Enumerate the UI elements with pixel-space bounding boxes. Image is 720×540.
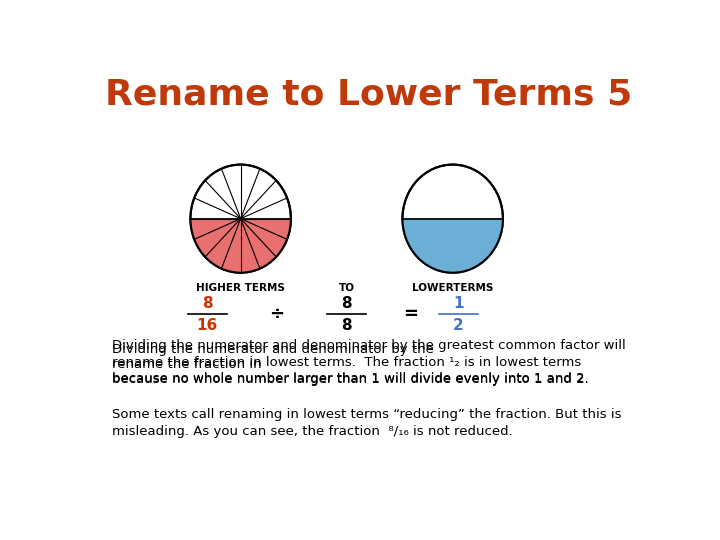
Text: 8: 8 [341,319,352,333]
Text: =: = [403,305,418,323]
Ellipse shape [402,165,503,273]
Text: rename the fraction in: rename the fraction in [112,358,266,371]
Text: HIGHER TERMS: HIGHER TERMS [197,283,285,293]
Text: 2: 2 [453,319,464,333]
Text: Dividing the numerator and denominator by the: Dividing the numerator and denominator b… [112,343,438,356]
Ellipse shape [190,165,291,273]
Text: because no whole number larger than 1 will divide evenly into 1 and 2.: because no whole number larger than 1 wi… [112,373,589,386]
Text: 8: 8 [341,296,352,312]
Text: LOWERTERMS: LOWERTERMS [412,283,493,293]
Text: Some texts call renaming in lowest terms “reducing” the fraction. But this is
mi: Some texts call renaming in lowest terms… [112,408,622,438]
Text: Dividing the numerator and denominator by the greatest common factor will
rename: Dividing the numerator and denominator b… [112,339,626,386]
Text: 8: 8 [202,296,212,312]
Text: 16: 16 [197,319,218,333]
Polygon shape [190,219,291,273]
Text: TO: TO [338,283,355,293]
Text: 1: 1 [453,296,464,312]
Text: ÷: ÷ [269,305,284,323]
Polygon shape [402,219,503,273]
Text: Rename to Lower Terms 5: Rename to Lower Terms 5 [105,77,633,111]
